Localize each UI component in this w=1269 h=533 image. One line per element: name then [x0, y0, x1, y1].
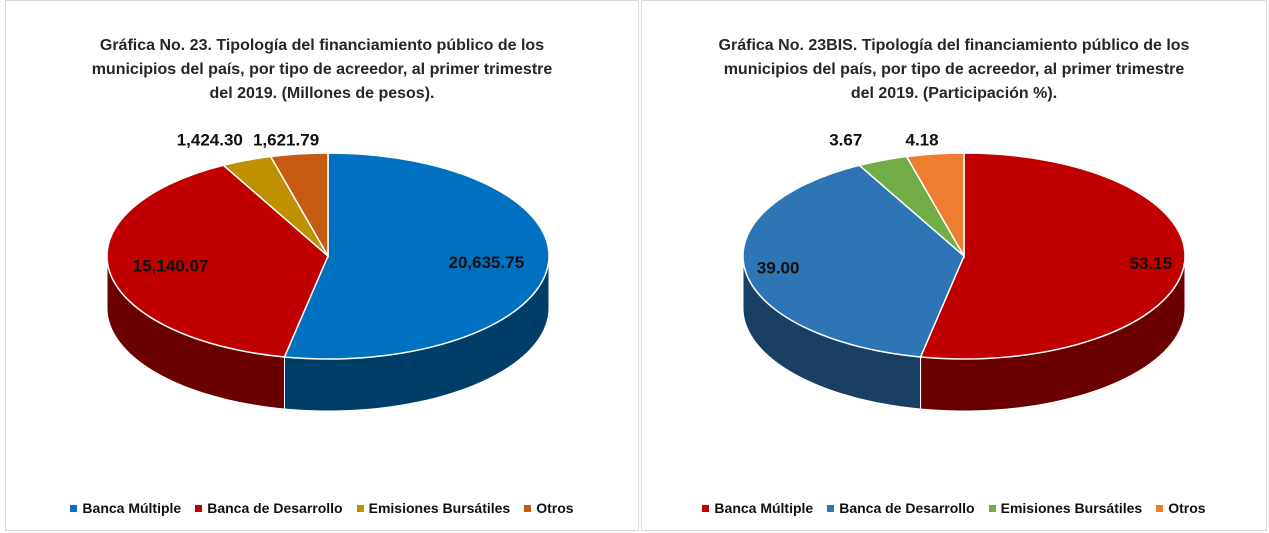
- legend-item: Banca Múltiple: [70, 500, 181, 516]
- data-label: 1,424.30: [177, 130, 243, 149]
- legend-item: Banca de Desarrollo: [195, 500, 343, 516]
- pie-slice: [283, 152, 550, 360]
- legend-swatch: [356, 504, 364, 512]
- pie-chart: 53.15 39.00 3.67 4.18: [742, 130, 1186, 412]
- legend-label: Banca de Desarrollo: [839, 500, 975, 516]
- data-label: 1,621.79: [253, 130, 319, 149]
- legend: Banca Múltiple Banca de Desarrollo Emision…: [642, 500, 1266, 516]
- legend: Banca Múltiple Banca de Desarrollo Emision…: [6, 500, 638, 516]
- legend-swatch: [195, 504, 203, 512]
- data-label: 53.15: [1130, 254, 1173, 273]
- chart-panel: Gráfica No. 23. Tipología del financiami…: [5, 0, 639, 531]
- legend-label: Banca Múltiple: [82, 500, 182, 516]
- data-label: 39.00: [757, 258, 800, 277]
- data-label: 15,140.07: [133, 256, 209, 275]
- chart-title: Gráfica No. 23BIS. Tipología del financi…: [718, 37, 1190, 102]
- legend-label: Otros: [1168, 500, 1206, 516]
- pie-slice: [905, 152, 965, 259]
- legend-label: Banca de Desarrollo: [207, 500, 343, 516]
- pie-chart: 20,635.75 15,140.07 1,424.30 1,621.79: [106, 130, 550, 412]
- legend-item: Banca Múltiple: [702, 500, 813, 516]
- legend-item: Otros: [524, 500, 574, 516]
- chart-panel: Gráfica No. 23BIS. Tipología del financi…: [641, 0, 1267, 531]
- legend-label: Emisiones Bursátiles: [1000, 500, 1143, 516]
- legend-label: Otros: [536, 500, 574, 516]
- legend-label: Emisiones Bursátiles: [368, 500, 511, 516]
- chart-title: Gráfica No. 23. Tipología del financiami…: [91, 37, 553, 102]
- legend-label: Banca Múltiple: [714, 500, 814, 516]
- data-label: 20,635.75: [449, 253, 525, 272]
- pie-slice: [919, 152, 1186, 360]
- legend-swatch: [988, 504, 996, 512]
- legend-swatch: [524, 504, 532, 512]
- pie-slice: [742, 164, 965, 358]
- legend-swatch: [827, 504, 835, 512]
- legend-item: Emisiones Bursátiles: [356, 500, 511, 516]
- legend-swatch: [1156, 504, 1164, 512]
- legend-item: Banca de Desarrollo: [827, 500, 975, 516]
- pie-slice: [269, 152, 329, 259]
- legend-swatch: [702, 504, 710, 512]
- legend-item: Otros: [1156, 500, 1206, 516]
- legend-swatch: [70, 504, 78, 512]
- data-label: 4.18: [905, 130, 938, 149]
- legend-item: Emisiones Bursátiles: [988, 500, 1143, 516]
- data-label: 3.67: [829, 130, 862, 149]
- pie-slice: [106, 164, 329, 358]
